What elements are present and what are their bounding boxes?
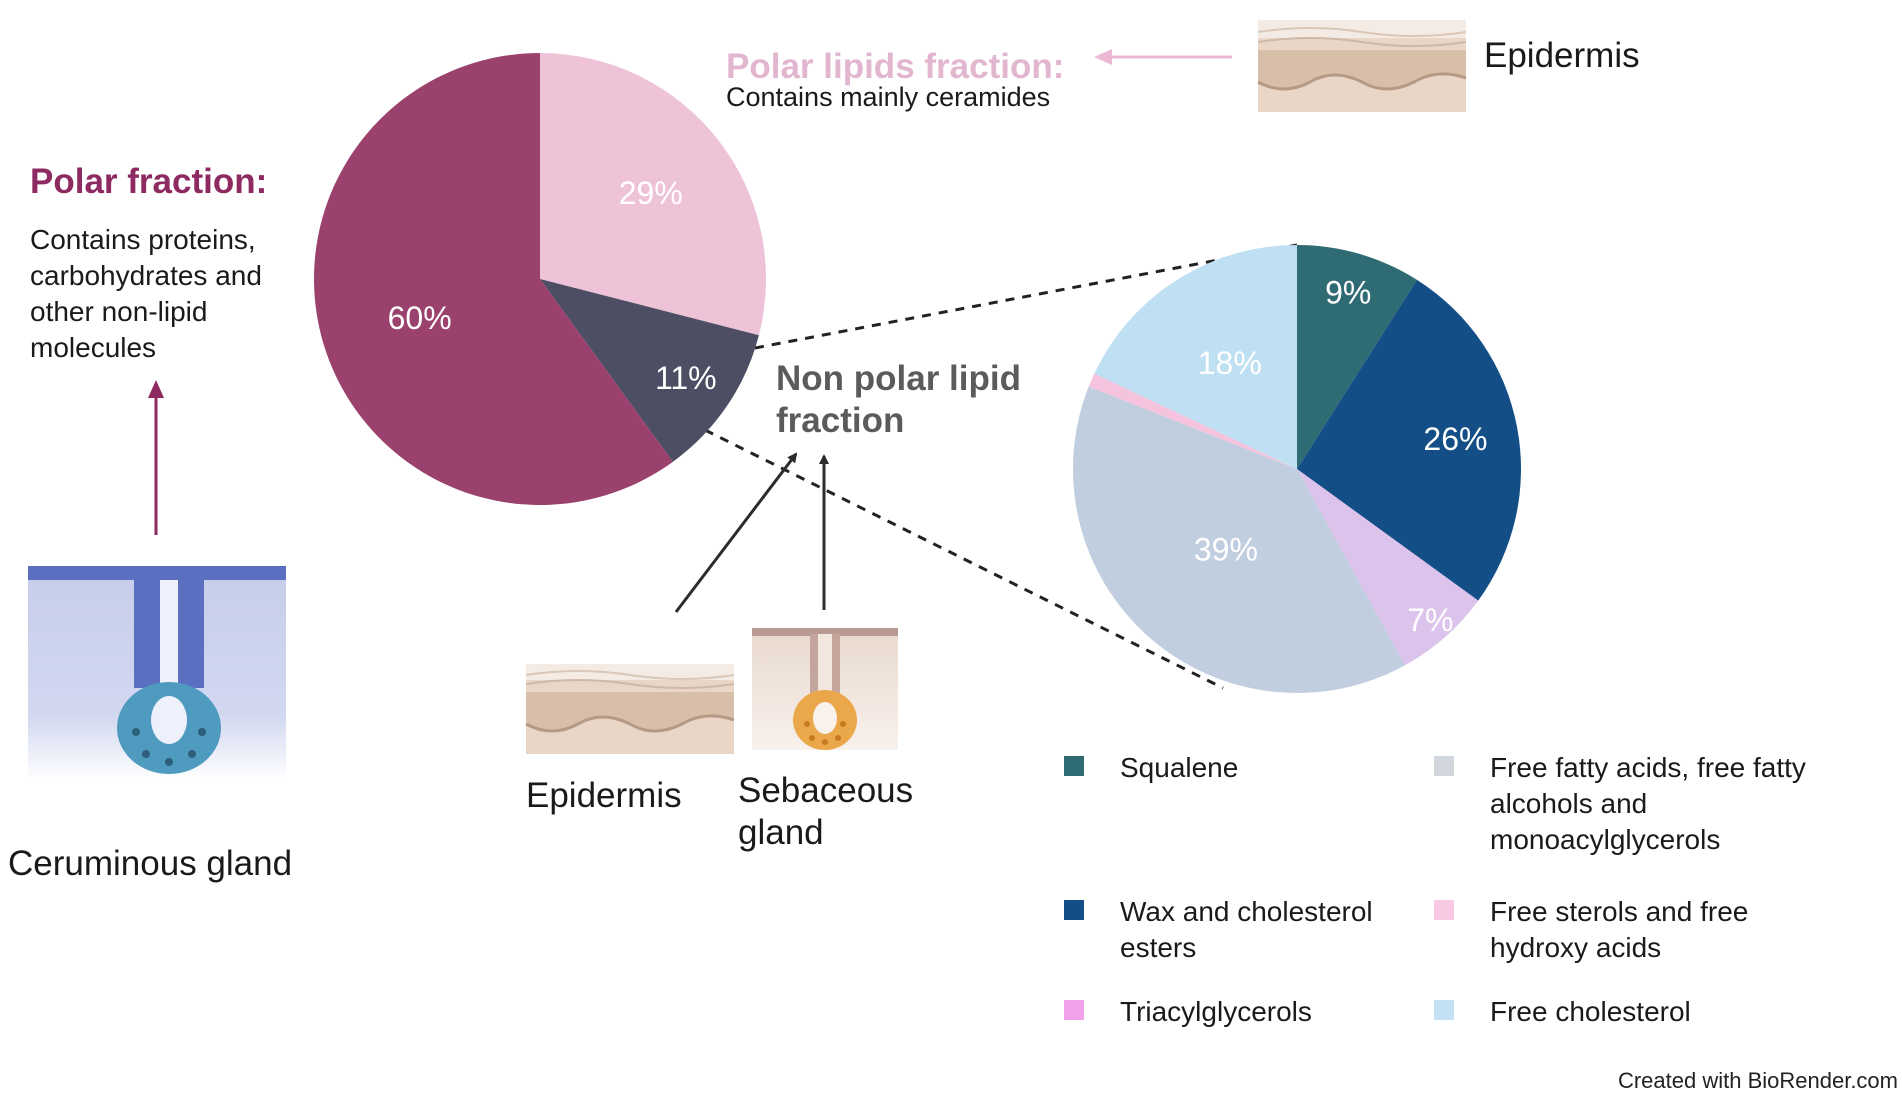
pie-slice-label: 18%: [1198, 345, 1262, 381]
connector-line-bottom: [704, 428, 1224, 690]
pie-slice: [1094, 245, 1297, 469]
arrow-head: [1094, 49, 1112, 65]
legend-item-triacylglycerols: Triacylglycerols: [1064, 994, 1540, 1030]
non-polar-pie-chart: 9% 26% 7% 39% 18%: [1073, 245, 1521, 693]
epidermis-icon: [1257, 20, 1467, 112]
legend-swatch: [1434, 756, 1454, 776]
legend-item-squalene: Squalene: [1064, 750, 1540, 786]
pie-slice-label: 60%: [388, 300, 452, 336]
pie-slice: [1073, 386, 1405, 693]
legend-swatch: [1064, 1000, 1084, 1020]
legend-item-free-cholesterol: Free cholesterol: [1434, 994, 1902, 1030]
pie-slice: [1297, 245, 1418, 469]
legend-swatch: [1434, 1000, 1454, 1020]
pie-slice: [314, 53, 673, 505]
ceruminous-gland-label: Ceruminous gland: [8, 844, 293, 883]
polar-lipids-title: Polar lipids fraction:: [726, 47, 1065, 86]
sebaceous-gland-icon: [752, 628, 898, 750]
pie-slice-label: 11%: [655, 360, 717, 396]
legend-label: Free fatty acids, free fatty alcohols an…: [1490, 752, 1806, 855]
sebaceous-gland-label: Sebaceous gland: [738, 771, 914, 852]
polar-fraction-description: Contains proteins, carbohydrates and oth…: [30, 224, 262, 363]
pie-slice: [540, 279, 759, 462]
legend-label: Triacylglycerols: [1120, 996, 1312, 1027]
connector-line-top: [754, 243, 1298, 350]
legend-item-free-fatty-acids: Free fatty acids, free fatty alcohols an…: [1434, 750, 1870, 858]
pie-slice-label: 39%: [1194, 532, 1258, 568]
pie-slice: [1088, 373, 1297, 469]
non-polar-fraction-label: Non polar lipid fraction: [776, 359, 1021, 440]
legend-label: Free sterols and free hydroxy acids: [1490, 896, 1749, 963]
pie-slice-label: 26%: [1423, 421, 1487, 457]
legend-label: Squalene: [1120, 752, 1239, 783]
credit-text: Created with BioRender.com: [1617, 1068, 1898, 1093]
legend-item-wax: Wax and cholesterol esters: [1064, 894, 1420, 966]
legend-swatch: [1064, 900, 1084, 920]
pie-slice: [1297, 279, 1521, 601]
main-pie-chart: 29% 11% 60%: [314, 53, 766, 505]
pie-slice: [540, 53, 766, 336]
legend-swatch: [1434, 900, 1454, 920]
arrow-head: [148, 380, 164, 398]
ceruminous-gland-icon: [28, 566, 286, 780]
pie-slice-label: 7%: [1407, 602, 1453, 638]
epidermis-label-top: Epidermis: [1484, 36, 1640, 75]
pie-slice-label: 9%: [1325, 275, 1371, 311]
legend-label: Wax and cholesterol esters: [1120, 896, 1373, 963]
polar-fraction-title: Polar fraction:: [30, 162, 268, 201]
legend-label: Free cholesterol: [1490, 996, 1691, 1027]
polar-lipids-description: Contains mainly ceramides: [726, 82, 1051, 112]
pie-slice-label: 29%: [619, 175, 683, 211]
legend-item-free-sterols: Free sterols and free hydroxy acids: [1434, 894, 1830, 966]
epidermis-label-bottom: Epidermis: [526, 776, 682, 815]
epidermis-icon: [525, 664, 735, 754]
arrow-epidermis-to-nonpolar: [674, 452, 798, 613]
pie-slice: [1297, 469, 1479, 666]
legend-swatch: [1064, 756, 1084, 776]
